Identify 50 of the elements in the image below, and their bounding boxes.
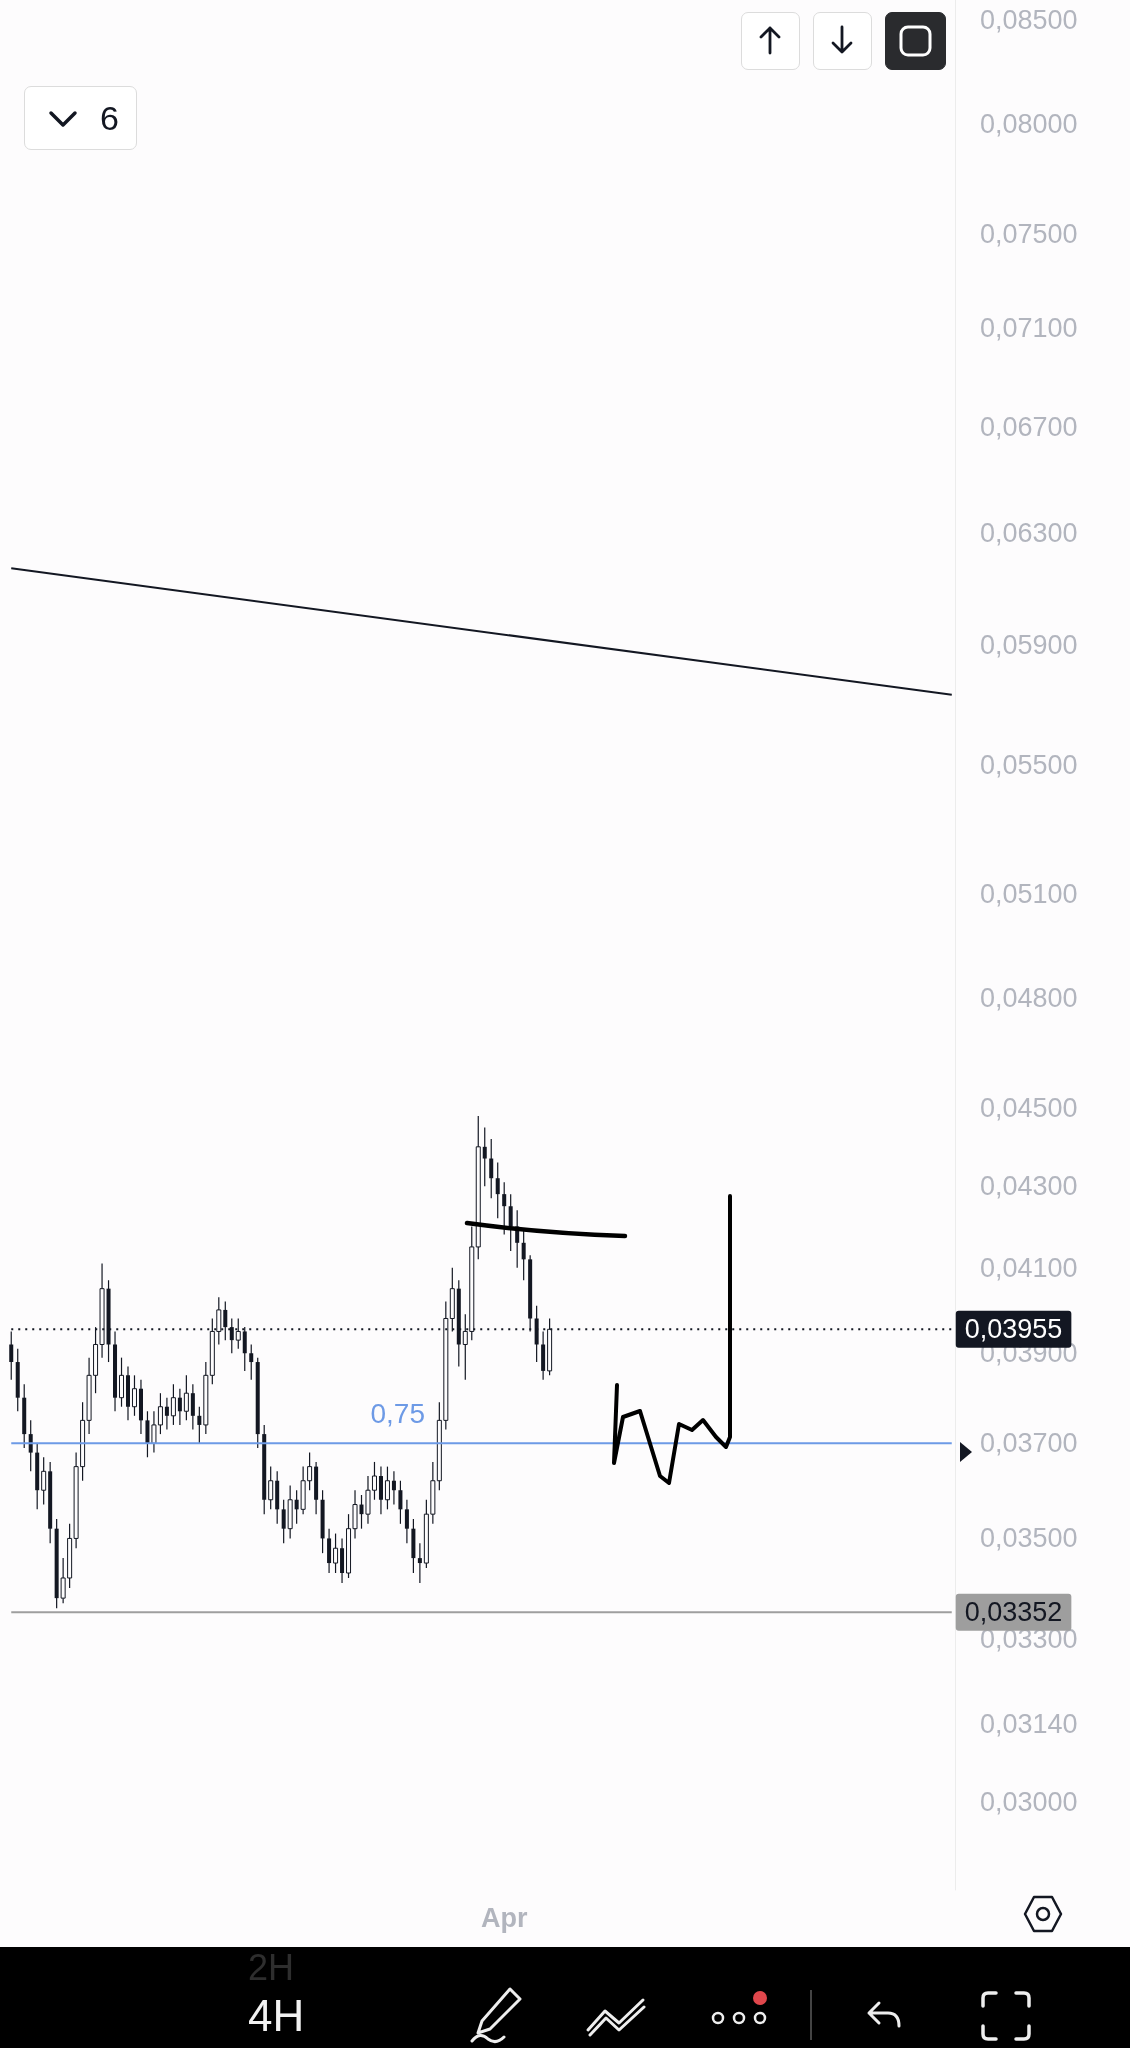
candlestick — [170, 1383, 176, 1426]
y-tick-label: 0,07500 — [980, 219, 1078, 250]
y-tick-label: 0,04300 — [980, 1171, 1078, 1202]
y-tick-label: 0,04500 — [980, 1093, 1078, 1124]
y-tick-label: 0,08500 — [980, 5, 1078, 36]
y-tick-label: 0,03700 — [980, 1428, 1078, 1459]
candlestick — [119, 1357, 125, 1408]
candlestick — [502, 1181, 507, 1236]
y-tick-label: 0,04800 — [980, 982, 1078, 1013]
y-tick-label: 0,05900 — [980, 629, 1078, 660]
candlestick — [145, 1410, 150, 1458]
text: 4H — [248, 1991, 305, 2040]
candlestick — [482, 1126, 487, 1187]
annotation: 0,75 — [370, 1398, 425, 1430]
annotation: 6 — [100, 98, 119, 138]
candlestick — [521, 1229, 526, 1281]
candlestick — [28, 1419, 33, 1472]
candlestick — [223, 1300, 228, 1341]
y-tick-label: 0,05100 — [980, 879, 1078, 910]
candlestick — [378, 1466, 383, 1515]
y-tick-label: 0,03000 — [980, 1787, 1078, 1818]
candlestick — [197, 1406, 202, 1444]
candlestick — [131, 1374, 137, 1417]
candlestick — [398, 1480, 403, 1525]
candlestick — [164, 1397, 169, 1431]
candlestick — [417, 1542, 422, 1584]
candlestick — [177, 1388, 182, 1426]
ref-line-label: 0,03955 — [964, 1314, 1063, 1345]
x-tick-label: Apr — [480, 1902, 528, 1933]
candlestick — [489, 1138, 494, 1199]
candlestick — [190, 1383, 195, 1431]
y-tick-label: 0,08000 — [980, 108, 1078, 139]
candlestick — [508, 1193, 513, 1252]
candlestick — [495, 1161, 500, 1219]
candlestick — [384, 1466, 390, 1510]
candlestick — [183, 1374, 189, 1421]
ref-line-label: 0,03352 — [964, 1597, 1063, 1628]
candlestick — [391, 1470, 396, 1506]
y-tick-label: 0,03140 — [980, 1709, 1078, 1740]
y-tick-label: 0,07100 — [980, 312, 1078, 343]
y-tick-label: 0,04100 — [980, 1252, 1078, 1283]
candlestick — [268, 1466, 274, 1510]
y-tick-label: 0,05500 — [980, 749, 1078, 780]
y-tick-label: 0,06300 — [980, 517, 1078, 548]
candlestick — [333, 1532, 339, 1574]
y-tick-label: 0,03500 — [980, 1523, 1078, 1554]
y-tick-label: 0,06700 — [980, 412, 1078, 443]
candlestick — [404, 1499, 409, 1544]
candlestick — [41, 1456, 47, 1506]
candlestick — [249, 1343, 254, 1381]
